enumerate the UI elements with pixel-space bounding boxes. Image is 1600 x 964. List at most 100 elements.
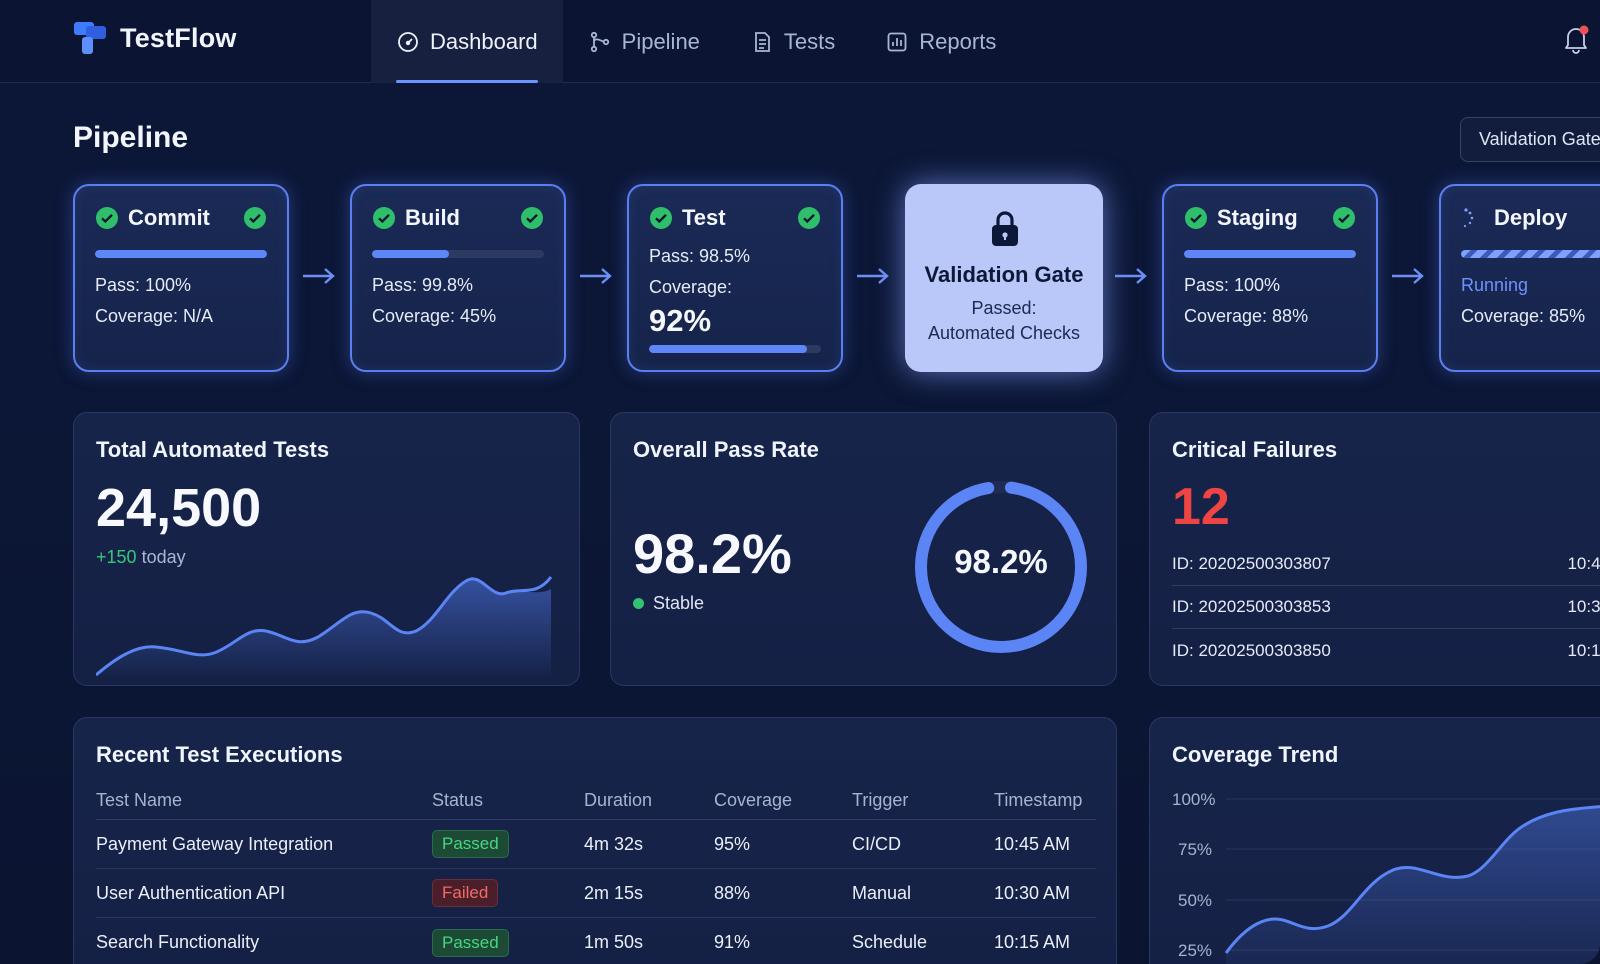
main-nav: Dashboard Pipeline Tests Reports [371,0,1021,83]
donut-center-label: 98.2% [954,543,1048,580]
gauge-icon [398,31,418,52]
pass-rate-status-label: Stable [653,593,705,613]
stage-progress-bar [1461,250,1600,258]
bar-chart-icon [887,32,907,51]
table-row[interactable]: Payment Gateway Integration Passed 4m 32… [96,820,1096,869]
failure-time: 10:30 [1567,597,1600,616]
test-name: Payment Gateway Integration [96,833,334,854]
status-badge: Passed [432,928,509,957]
notification-bell-icon[interactable] [1562,24,1590,54]
tests-trend-sparkline [96,576,553,677]
column-header[interactable]: Trigger [852,790,909,810]
duration: 4m 32s [584,833,644,854]
stage-progress-bar [95,250,267,258]
arrow-right-icon [580,268,612,284]
timestamp: 10:30 AM [994,882,1071,903]
card-title: Overall Pass Rate [633,437,819,462]
failure-id: ID: 20202500303853 [1172,597,1331,616]
stage-card-test[interactable]: Test Pass: 98.5% Coverage: 92% [627,184,843,372]
trigger: CI/CD [852,833,901,854]
status-badge: Passed [432,830,509,858]
stage-card-staging[interactable]: Staging Pass: 100% Coverage: 88% [1162,184,1378,372]
test-name: User Authentication API [96,882,286,903]
document-icon [755,31,770,52]
stage-pass-rate: Pass: 100% [1184,275,1281,295]
validation-gate-card[interactable]: Validation Gate Passed: Automated Checks [905,184,1103,372]
stage-name: Deploy [1494,205,1568,230]
gate-status-line: Automated Checks [927,323,1081,343]
failure-item[interactable]: ID: 20202500303853 10:30 [1172,586,1600,629]
check-circle-icon [1185,207,1207,229]
brand[interactable]: TestFlow [72,20,237,56]
nav-tab-pipeline[interactable]: Pipeline [563,0,725,83]
card-title: Total Automated Tests [96,437,330,462]
critical-failures-card: Critical Failures 12 ID: 20202500303807 … [1149,412,1600,686]
stage-name: Test [682,205,726,230]
y-tick-label: 50% [1178,891,1212,910]
failure-item[interactable]: ID: 20202500303807 10:45 [1172,543,1600,586]
stage-card-deploy[interactable]: Deploy Running Coverage: 85% [1439,184,1600,372]
trigger: Schedule [852,932,928,952]
stage-progress-bar [649,345,821,353]
failure-time: 10:15 [1567,640,1600,660]
coverage: 88% [714,882,751,903]
column-header[interactable]: Timestamp [994,790,1083,810]
stage-coverage: Coverage: 45% [372,306,497,326]
stage-card-build[interactable]: Build Pass: 99.8% Coverage: 45% [350,184,566,372]
test-name: Search Functionality [96,932,260,952]
stage-coverage: Coverage: 88% [1184,306,1309,326]
delta-value: +150 [96,547,137,567]
coverage-area [1226,806,1600,964]
stage-coverage-value: 92% [649,303,712,338]
nav-tab-tests[interactable]: Tests [725,0,860,83]
arrow-right-icon [1392,268,1424,284]
spinner-icon [1463,208,1474,228]
testflow-logo-icon [74,22,106,54]
column-header[interactable]: Duration [584,790,653,810]
sparkline-line [96,576,553,677]
stage-card-commit[interactable]: Commit Pass: 100% Coverage: N/A [73,184,289,372]
validation-gate-button[interactable]: Validation Gate [1460,117,1600,162]
gate-title: Validation Gate [924,262,1084,287]
stage-pass-rate: Pass: 99.8% [372,275,474,295]
column-header[interactable]: Coverage [714,790,793,810]
check-circle-icon [650,207,672,229]
failure-time: 10:45 [1567,554,1600,573]
duration: 1m 50s [584,932,644,952]
pass-rate-value: 98.2% [633,522,792,585]
stage-progress-fill [95,250,267,258]
y-tick-label: 75% [1178,840,1212,859]
failure-id: ID: 20202500303807 [1172,554,1331,573]
total-tests-delta: +150 today [96,547,186,568]
table-row[interactable]: Search Functionality Passed 1m 50s 91% S… [96,918,1096,964]
recent-executions-card: Recent Test Executions Test Name Status … [73,717,1117,964]
delta-suffix: today [141,547,186,567]
column-header[interactable]: Test Name [96,790,183,810]
arrow-right-icon [303,268,335,284]
total-tests-value: 24,500 [96,478,262,538]
coverage-trend-card: Coverage Trend 100% 75% 50% 25% [1149,717,1600,964]
table-row[interactable]: User Authentication API Failed 2m 15s 88… [96,869,1096,918]
nav-tab-reports[interactable]: Reports [860,0,1021,83]
y-tick-label: 100% [1172,790,1215,809]
check-circle-icon [244,207,266,229]
stage-coverage: Coverage: N/A [95,306,214,326]
pass-rate-donut-chart [915,481,1087,653]
timestamp: 10:15 AM [994,932,1071,952]
coverage-line [1224,805,1600,954]
status-badge: Failed [432,879,499,907]
column-header[interactable]: Status [432,790,484,810]
check-circle-icon [521,207,543,229]
stage-pass-rate: Pass: 100% [95,275,192,295]
stage-name: Commit [128,205,210,230]
nav-tab-dashboard[interactable]: Dashboard [371,0,563,83]
failure-item[interactable]: ID: 20202500303850 10:15 [1172,629,1600,672]
coverage-trend-chart: 100% 75% 50% 25% [1172,790,1600,964]
card-title: Coverage Trend [1172,742,1339,767]
stage-progress-fill [1461,250,1600,258]
gate-status: Passed: Automated Checks [905,296,1103,346]
table-header: Test Name Status Duration Coverage Trigg… [96,782,1096,820]
timestamp: 10:45 AM [994,833,1071,854]
nav-tab-label: Pipeline [621,28,700,54]
stage-progress-fill [372,250,450,258]
